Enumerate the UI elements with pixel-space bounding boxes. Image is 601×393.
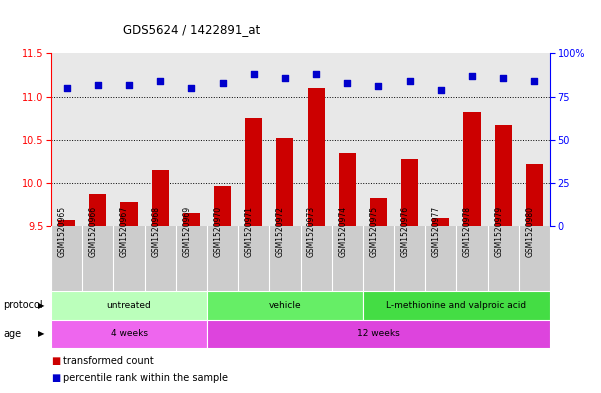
- Bar: [207, 291, 363, 320]
- Bar: [308, 88, 325, 226]
- Point: [343, 80, 352, 86]
- Point: [311, 71, 321, 77]
- Bar: [401, 159, 418, 226]
- Text: GSM1520966: GSM1520966: [89, 206, 98, 257]
- Text: GDS5624 / 1422891_at: GDS5624 / 1422891_at: [123, 23, 260, 36]
- Bar: [370, 198, 387, 226]
- Text: L-methionine and valproic acid: L-methionine and valproic acid: [386, 301, 526, 310]
- Text: 4 weeks: 4 weeks: [111, 329, 147, 338]
- Text: GSM1520980: GSM1520980: [525, 206, 534, 257]
- Bar: [363, 291, 550, 320]
- Text: GSM1520967: GSM1520967: [120, 206, 129, 257]
- Bar: [90, 193, 106, 226]
- Point: [436, 86, 445, 93]
- Point: [93, 81, 103, 88]
- Point: [405, 78, 415, 84]
- Text: 12 weeks: 12 weeks: [357, 329, 400, 338]
- Bar: [245, 118, 262, 226]
- Text: GSM1520970: GSM1520970: [213, 206, 222, 257]
- Bar: [276, 138, 293, 226]
- Text: GSM1520971: GSM1520971: [245, 206, 254, 257]
- Text: GSM1520972: GSM1520972: [276, 206, 285, 257]
- Point: [124, 81, 134, 88]
- Text: ▶: ▶: [38, 301, 44, 310]
- Text: ■: ■: [51, 373, 60, 383]
- Bar: [526, 164, 543, 226]
- Point: [218, 80, 227, 86]
- Text: GSM1520969: GSM1520969: [182, 206, 191, 257]
- Text: GSM1520968: GSM1520968: [151, 206, 160, 257]
- Text: GSM1520976: GSM1520976: [401, 206, 410, 257]
- Point: [467, 73, 477, 79]
- Bar: [214, 186, 231, 226]
- Bar: [339, 153, 356, 226]
- Text: protocol: protocol: [3, 300, 43, 310]
- Bar: [58, 220, 75, 226]
- Bar: [183, 213, 200, 226]
- Text: GSM1520978: GSM1520978: [463, 206, 472, 257]
- Text: ▶: ▶: [38, 329, 44, 338]
- Point: [62, 85, 72, 91]
- Point: [374, 83, 383, 90]
- Bar: [120, 202, 138, 226]
- Bar: [432, 218, 450, 226]
- Bar: [207, 320, 550, 348]
- Text: percentile rank within the sample: percentile rank within the sample: [63, 373, 228, 383]
- Point: [249, 71, 258, 77]
- Text: transformed count: transformed count: [63, 356, 154, 366]
- Text: GSM1520977: GSM1520977: [432, 206, 441, 257]
- Text: GSM1520973: GSM1520973: [307, 206, 316, 257]
- Bar: [463, 112, 481, 226]
- Text: ■: ■: [51, 356, 60, 366]
- Point: [280, 75, 290, 81]
- Bar: [51, 291, 207, 320]
- Text: GSM1520974: GSM1520974: [338, 206, 347, 257]
- Text: vehicle: vehicle: [269, 301, 301, 310]
- Bar: [495, 125, 511, 226]
- Bar: [51, 320, 207, 348]
- Bar: [151, 170, 169, 226]
- Point: [186, 85, 196, 91]
- Point: [156, 78, 165, 84]
- Point: [529, 78, 539, 84]
- Text: GSM1520965: GSM1520965: [58, 206, 67, 257]
- Text: GSM1520975: GSM1520975: [370, 206, 379, 257]
- Point: [498, 75, 508, 81]
- Text: age: age: [3, 329, 21, 339]
- Text: GSM1520979: GSM1520979: [494, 206, 503, 257]
- Text: untreated: untreated: [106, 301, 151, 310]
